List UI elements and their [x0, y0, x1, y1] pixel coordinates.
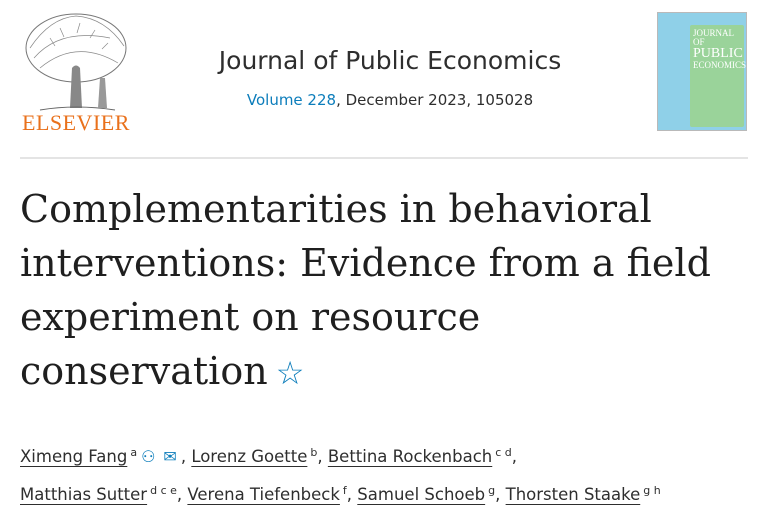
- affiliation[interactable]: g: [488, 484, 496, 497]
- affiliation[interactable]: c d: [495, 446, 512, 459]
- envelope-icon[interactable]: ✉: [163, 447, 177, 466]
- star-icon[interactable]: ☆: [275, 354, 305, 392]
- author-link[interactable]: Lorenz Goette: [191, 447, 308, 466]
- author-link[interactable]: Bettina Rockenbach: [327, 447, 493, 466]
- cover-title: JOURNAL OF PUBLIC ECONOMICS: [693, 28, 747, 70]
- author-link[interactable]: Samuel Schoeb: [357, 485, 486, 504]
- journal-cover[interactable]: JOURNAL OF PUBLIC ECONOMICS: [657, 12, 747, 131]
- tree-icon: [25, 13, 127, 111]
- author-list: Ximeng Fang a ⚇ ✉, Lorenz Goette b, Bettina …: [20, 446, 661, 504]
- affiliation[interactable]: a: [130, 446, 138, 459]
- author-link[interactable]: Thorsten Staake: [505, 485, 641, 504]
- affiliation[interactable]: b: [310, 446, 318, 459]
- author-link[interactable]: Ximeng Fang: [20, 447, 128, 466]
- person-icon[interactable]: ⚇: [141, 447, 156, 466]
- journal-title[interactable]: Journal of Public Economics: [218, 46, 562, 75]
- article-title: Complementarities in behavioral interven…: [20, 182, 760, 400]
- issue-info: , December 2023, 105028: [336, 91, 534, 109]
- author-link[interactable]: Verena Tiefenbeck: [187, 485, 340, 504]
- affiliation[interactable]: d c e: [150, 484, 177, 497]
- volume-link[interactable]: Volume 228: [246, 91, 337, 109]
- article-title-text: Complementarities in behavioral interven…: [20, 187, 711, 393]
- cover-panel: [690, 25, 744, 127]
- divider: [20, 157, 748, 159]
- author-link[interactable]: Matthias Sutter: [20, 485, 148, 504]
- elsevier-wordmark: ELSEVIER: [22, 110, 130, 135]
- affiliation[interactable]: f: [342, 484, 347, 497]
- affiliation[interactable]: g h: [643, 484, 661, 497]
- volume-info: Volume 228, December 2023, 105028: [150, 91, 630, 109]
